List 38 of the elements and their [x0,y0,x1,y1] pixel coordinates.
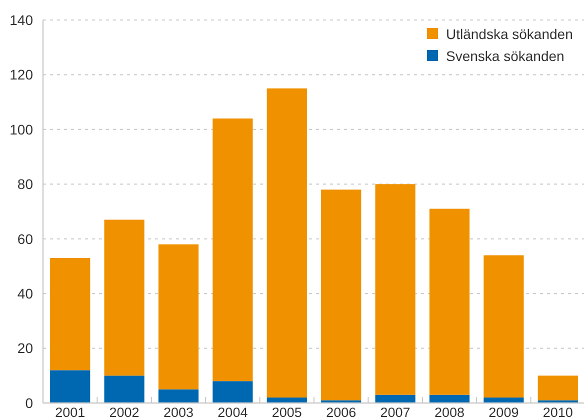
bar [266,398,307,403]
x-tick-label: 2010 [542,405,573,419]
bar [429,394,470,403]
bar [212,118,253,382]
bar [158,244,199,390]
x-tick-label: 2005 [272,405,302,419]
legend-label: Svenska sökanden [446,48,564,64]
bar [266,88,307,398]
x-tick-label: 2004 [218,405,248,419]
x-tick-label: 2003 [163,405,194,419]
x-tick-label: 2008 [434,405,465,419]
y-tick-label: 80 [17,176,34,192]
y-tick-label: 40 [17,285,34,302]
x-tick-label: 2002 [109,405,140,419]
bar [50,258,90,370]
y-tick-label: 20 [17,340,34,356]
bar [484,255,524,398]
x-tick-label: 2007 [380,405,410,419]
bar [375,394,416,403]
bar [104,376,144,403]
x-tick-label: 2006 [326,405,356,419]
y-tick-label: 100 [10,121,34,138]
bar [104,220,144,376]
x-tick-label: 2001 [55,405,86,419]
y-tick-label: 60 [17,230,34,247]
y-tick-label: 140 [10,12,34,28]
bar [212,381,253,403]
bar [158,389,199,403]
bar [375,184,416,395]
bar [50,370,90,403]
y-tick-label: 120 [10,66,34,83]
bar [429,208,470,395]
bar [538,376,578,400]
legend-label: Utländska sökanden [446,26,573,42]
x-tick-label: 2009 [488,405,519,419]
y-tick-label: 0 [25,394,34,411]
bar [484,398,524,403]
bar [321,190,362,400]
